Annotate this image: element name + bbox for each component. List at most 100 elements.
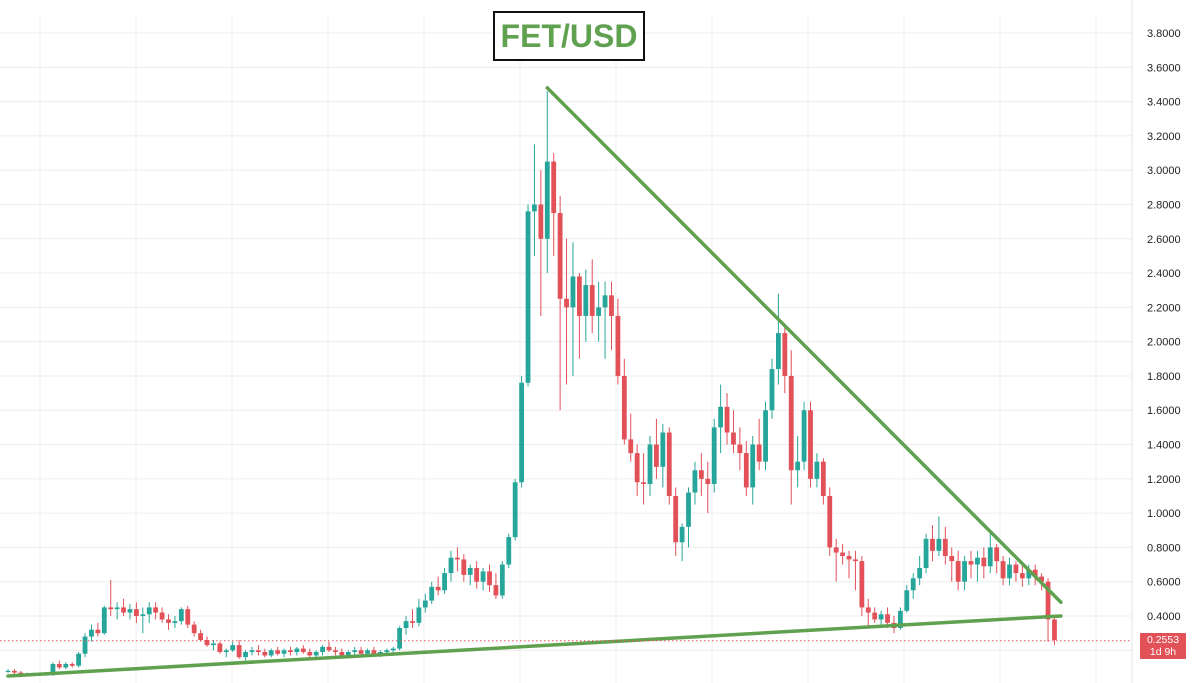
candle bbox=[557, 195, 563, 411]
candle bbox=[320, 645, 325, 656]
candle-body bbox=[737, 444, 743, 454]
candle bbox=[159, 607, 165, 623]
candle bbox=[872, 607, 878, 623]
candle-body bbox=[371, 650, 377, 654]
candle-body bbox=[307, 652, 313, 656]
y-tick-label: 3.8000 bbox=[1147, 28, 1181, 40]
candle bbox=[634, 444, 640, 496]
candle-body bbox=[390, 648, 396, 651]
candle bbox=[801, 401, 807, 471]
candle bbox=[499, 561, 505, 599]
candle bbox=[711, 418, 717, 493]
candle-body bbox=[878, 614, 884, 620]
candle bbox=[859, 555, 865, 616]
candle-body bbox=[551, 161, 557, 214]
candle-body bbox=[955, 561, 961, 582]
candle-body bbox=[101, 607, 107, 634]
candle bbox=[166, 614, 171, 630]
candle-body bbox=[872, 612, 878, 620]
y-tick-label: 0.8000 bbox=[1147, 542, 1181, 554]
candle bbox=[95, 622, 101, 637]
candle-body bbox=[236, 645, 242, 658]
candle-body bbox=[962, 561, 967, 582]
candle bbox=[211, 640, 216, 651]
candle-body bbox=[114, 607, 120, 610]
y-tick-label: 3.6000 bbox=[1147, 62, 1181, 74]
candle-body bbox=[994, 547, 1000, 562]
candle-body bbox=[480, 571, 486, 582]
candle bbox=[410, 609, 415, 629]
candle-body bbox=[743, 453, 749, 488]
candle-body bbox=[166, 619, 171, 623]
candle bbox=[782, 324, 788, 394]
candle bbox=[217, 641, 223, 654]
candle-body bbox=[365, 650, 370, 654]
candle bbox=[313, 650, 319, 658]
candle bbox=[172, 616, 178, 629]
candle bbox=[281, 648, 287, 658]
candle-body bbox=[134, 609, 139, 616]
y-tick-label: 1.6000 bbox=[1147, 405, 1181, 417]
candle-body bbox=[178, 609, 184, 622]
candle-body bbox=[211, 643, 216, 646]
candle-body bbox=[442, 573, 447, 591]
candle bbox=[1013, 561, 1019, 582]
candle bbox=[962, 555, 967, 591]
candle-body bbox=[198, 633, 203, 641]
candle bbox=[544, 91, 550, 274]
candle bbox=[808, 401, 813, 488]
candle bbox=[442, 567, 447, 594]
y-tick-label: 2.0000 bbox=[1147, 337, 1181, 349]
candle-body bbox=[204, 640, 210, 646]
candle bbox=[1000, 555, 1006, 586]
candle-body bbox=[846, 555, 852, 560]
candle bbox=[583, 269, 589, 342]
candle-countdown: 1d 9h bbox=[1149, 646, 1177, 658]
candle-body bbox=[654, 444, 659, 467]
candle bbox=[294, 646, 300, 656]
candle-body bbox=[467, 567, 473, 575]
candle-body bbox=[808, 410, 813, 479]
candle bbox=[5, 669, 11, 673]
candle-body bbox=[448, 557, 454, 574]
y-tick-label: 1.0000 bbox=[1147, 508, 1181, 520]
candle-body bbox=[493, 585, 499, 596]
candle-body bbox=[82, 636, 88, 654]
candle-body bbox=[345, 652, 351, 656]
candle bbox=[975, 550, 980, 582]
y-tick-label: 0.4000 bbox=[1147, 611, 1181, 623]
candle bbox=[833, 538, 839, 582]
candle bbox=[474, 561, 480, 589]
candle-body bbox=[255, 650, 261, 653]
candle-body bbox=[782, 333, 788, 376]
candle bbox=[69, 662, 75, 668]
candle-body bbox=[660, 432, 666, 467]
candle bbox=[589, 259, 595, 334]
candle-body bbox=[1039, 576, 1045, 582]
candle bbox=[570, 242, 576, 376]
candle bbox=[692, 461, 698, 505]
candle bbox=[101, 605, 107, 635]
candle bbox=[602, 281, 608, 359]
candle bbox=[673, 487, 679, 556]
candle bbox=[981, 547, 987, 579]
candle-body bbox=[673, 495, 679, 543]
y-tick-label: 3.4000 bbox=[1147, 97, 1181, 109]
candle bbox=[814, 453, 820, 488]
candle-body bbox=[410, 621, 415, 623]
trendlines bbox=[6, 86, 1063, 678]
candle-body bbox=[763, 410, 768, 462]
candle-body bbox=[499, 564, 505, 596]
candle-body bbox=[63, 664, 69, 668]
candle bbox=[621, 358, 627, 445]
candle bbox=[1052, 616, 1057, 646]
candle-body bbox=[949, 555, 955, 562]
candle-body bbox=[859, 561, 865, 608]
candle-body bbox=[576, 276, 582, 316]
candle bbox=[955, 550, 961, 591]
candle-body bbox=[698, 470, 704, 479]
candle bbox=[493, 573, 499, 599]
candle bbox=[737, 427, 743, 471]
candle bbox=[185, 605, 191, 629]
candle-body bbox=[95, 629, 101, 634]
